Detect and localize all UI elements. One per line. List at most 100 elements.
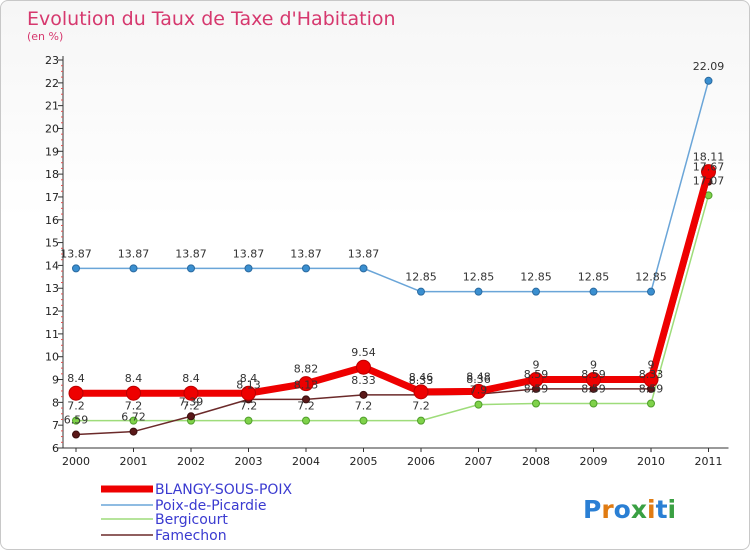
series-line-3 — [75, 181, 710, 436]
data-label: 8.4 — [240, 372, 258, 385]
data-label: 6.59 — [64, 414, 89, 427]
logo-letter: i — [668, 495, 677, 524]
series-point-1 — [704, 76, 713, 85]
series-point-1 — [302, 264, 310, 273]
proxiti-logo: Proxiti — [583, 495, 676, 524]
series-point-2 — [129, 416, 138, 425]
data-label: 8.13 — [294, 378, 319, 391]
data-label: 12.85 — [578, 271, 610, 284]
data-label: 9 — [590, 359, 597, 372]
data-label: 8.4 — [67, 372, 85, 385]
x-tick-label: 2002 — [177, 455, 205, 468]
legend-label-0: BLANGY-SOUS-POIX — [155, 482, 293, 498]
data-label: 8.13 — [236, 378, 261, 391]
logo-wordmark: Proxiti — [583, 495, 676, 524]
chart-axes: 6 7 8 9 10 11 12 13 14 15 16 17 18 19 20 21 22 23 2000 2001… — [45, 54, 729, 468]
data-label: 7.2 — [297, 400, 315, 413]
series-point-3 — [187, 412, 195, 421]
data-label: 22.09 — [693, 60, 725, 73]
logo-letter: r — [601, 495, 614, 524]
series-point-2 — [532, 399, 540, 408]
y-tick-label: 20 — [45, 122, 59, 135]
series-point-1 — [417, 287, 425, 296]
series-point-0 — [68, 385, 84, 401]
y-tick-label: 6 — [52, 442, 59, 455]
data-label: 8.59 — [639, 382, 664, 395]
y-tick-label: 11 — [45, 328, 59, 341]
data-label: 8.46 — [409, 371, 434, 384]
y-tick-label: 9 — [52, 374, 59, 387]
series-point-3 — [302, 395, 310, 404]
series-point-0 — [241, 385, 256, 401]
data-label: 7.2 — [125, 400, 143, 413]
series-line-0 — [76, 170, 712, 397]
y-tick-label: 10 — [45, 351, 59, 364]
y-tick-label: 14 — [45, 259, 59, 272]
y-tick-label: 23 — [45, 54, 59, 67]
data-label: 13.87 — [175, 247, 207, 260]
x-tick-label: 2011 — [695, 455, 723, 468]
chart-title: Evolution du Taux de Taxe d'Habitation — [27, 8, 396, 30]
x-tick-label: 2000 — [62, 455, 90, 468]
data-label: 12.85 — [520, 271, 552, 284]
data-label: 17.67 — [693, 161, 725, 174]
series-point-2 — [244, 416, 253, 425]
logo-letter: i — [647, 495, 656, 524]
data-label: 7.39 — [179, 395, 204, 408]
x-tick-label: 2006 — [407, 455, 435, 468]
y-tick-label: 13 — [45, 282, 59, 295]
data-label: 7.2 — [67, 400, 85, 413]
data-label: 13.87 — [233, 247, 265, 260]
y-tick-label: 7 — [52, 419, 59, 432]
series-point-3 — [72, 430, 80, 439]
x-tick-label: 2007 — [465, 455, 493, 468]
series-point-0 — [643, 372, 659, 388]
data-label: 8.59 — [581, 382, 606, 395]
data-label: 13.87 — [118, 247, 150, 260]
y-tick-label: 21 — [45, 100, 59, 113]
data-label: 13.87 — [348, 247, 380, 260]
data-label: 8.4 — [125, 372, 143, 385]
data-label: 8.59 — [524, 382, 549, 395]
y-tick-label: 15 — [45, 237, 59, 250]
x-tick-label: 2010 — [637, 455, 665, 468]
series-point-2 — [72, 416, 80, 425]
data-label: 7.9 — [470, 384, 488, 397]
logo-letter: t — [656, 495, 668, 524]
data-label: 12.85 — [635, 271, 667, 284]
logo-letter: o — [614, 495, 631, 524]
series-point-2 — [589, 399, 598, 408]
series-point-2 — [302, 416, 310, 425]
data-label: 8.36 — [466, 373, 491, 386]
data-label: 8.33 — [351, 374, 376, 387]
legend-label-1: Poix-de-Picardie — [155, 498, 267, 514]
data-label: 9 — [648, 359, 655, 372]
data-label: 7.2 — [355, 400, 373, 413]
series-point-0 — [183, 385, 199, 401]
series-point-1 — [532, 287, 540, 296]
x-tick-label: 2001 — [120, 455, 148, 468]
y-tick-label: 12 — [45, 305, 59, 318]
legend-label-3: Famechon — [155, 528, 227, 544]
data-label: 7.2 — [182, 400, 200, 413]
data-label: 17.07 — [693, 174, 725, 187]
x-tick-label: 2008 — [522, 455, 550, 468]
data-label: 8.48 — [466, 370, 491, 383]
y-tick-label: 19 — [45, 145, 59, 158]
data-label-layer: 7.2 7.2 7.2 7.2 7.2 7.2 7.27.9 8.59 8.59 8.5917.0… — [60, 60, 724, 427]
legend-label-2: Bergicourt — [155, 512, 228, 528]
series-point-0 — [528, 372, 544, 388]
series-point-1 — [647, 287, 655, 296]
data-label: 6.72 — [121, 411, 146, 424]
y-tick-label: 16 — [45, 214, 59, 227]
logo-letter: P — [583, 495, 601, 524]
chart-legend: BLANGY-SOUS-POIXPoix-de-PicardieBergicou… — [101, 482, 293, 544]
series-point-1 — [244, 264, 253, 273]
series-point-2 — [474, 400, 483, 409]
series-point-0 — [471, 383, 486, 399]
chart-subtitle: (en %) — [27, 30, 63, 43]
series-point-3 — [129, 427, 138, 436]
data-label: 18.11 — [693, 151, 725, 164]
